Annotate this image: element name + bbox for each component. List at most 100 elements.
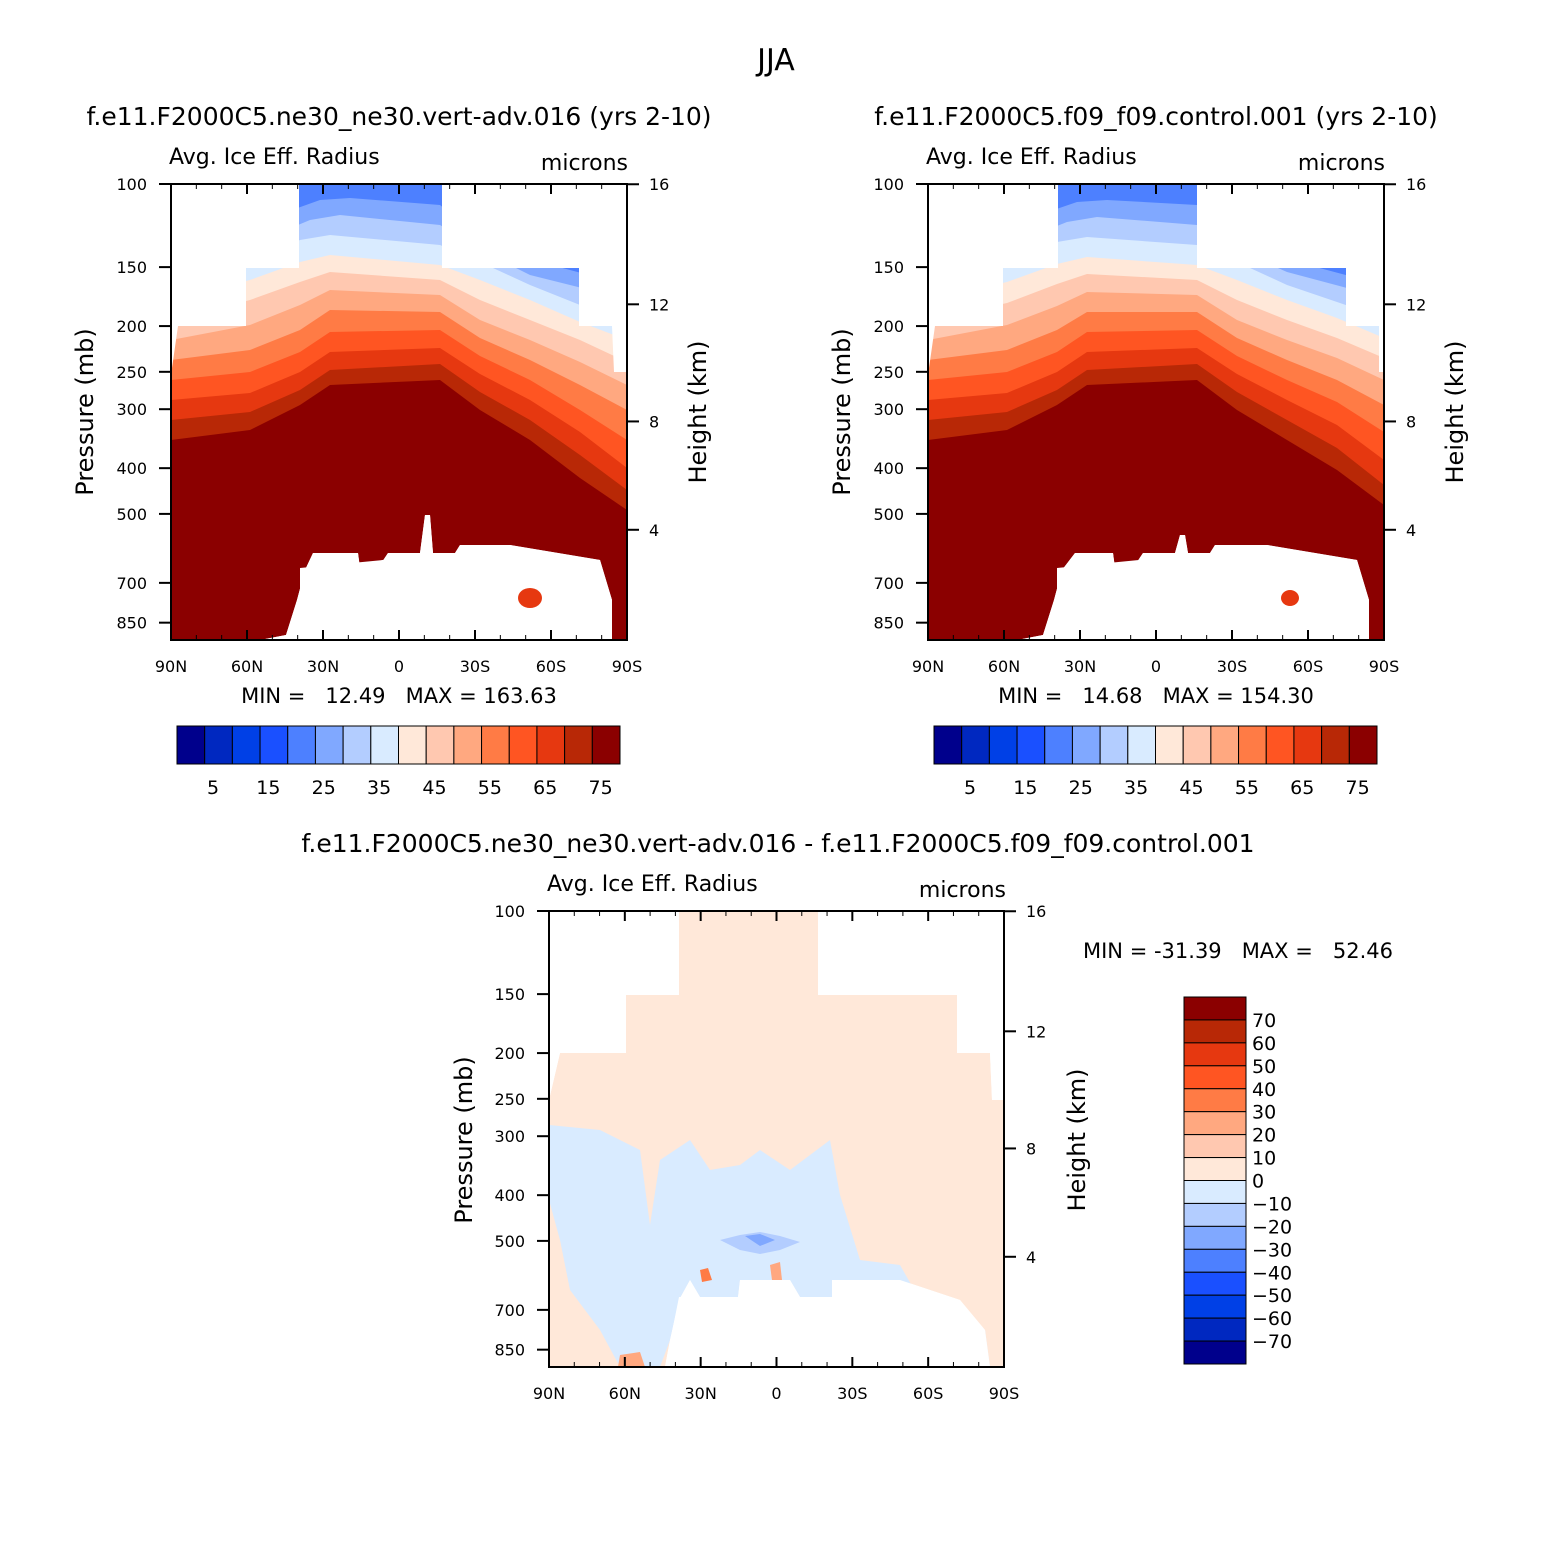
colorbar-c-label: −50 [1252,1285,1292,1307]
panel-c-xtick-label: 60N [609,1384,641,1403]
panel-c-xtick-label: 30N [685,1384,717,1403]
colorbar-a-swatch [591,725,621,765]
colorbar-c-label: −20 [1252,1216,1292,1238]
panel-b-ytick-label: 300 [873,400,904,419]
colorbar-b-label: 5 [964,777,976,799]
panel-b-ytick-label: 500 [873,505,904,524]
panel-a-y2tick-label: 8 [649,412,659,431]
colorbar-a-swatch [176,725,206,765]
panel-c-neg-blob [745,1234,775,1246]
panel-c-pos-spot-1 [700,1268,712,1282]
panel-b-y2tick-label: 12 [1406,295,1426,314]
panel-a-xtick-label: 30S [460,657,491,676]
panel-a-title: f.e11.F2000C5.ne30_ne30.vert-adv.016 (yr… [86,102,711,131]
panel-a-xtick-label: 90S [612,657,643,676]
colorbar-a-swatch [287,725,316,765]
panel-a-ground-right [300,553,490,640]
panel-b-xtick-label: 30N [1064,657,1096,676]
colorbar-c-swatch [1183,1065,1247,1090]
colorbar-c-label: 60 [1252,1033,1276,1055]
panel-a-ytick-label: 300 [116,400,147,419]
colorbar-c-swatch [1183,1202,1247,1227]
colorbar-a-swatch [314,725,344,765]
panel-b-units: microns [1298,151,1385,176]
colorbar-b-swatch [1265,725,1295,765]
panel-a-xtick-label: 60N [231,657,263,676]
panel-c-title: f.e11.F2000C5.ne30_ne30.vert-adv.016 - f… [301,829,1254,858]
panel-a-plot [171,184,627,640]
panel-b-xtick-label: 30S [1217,657,1248,676]
panel-c-ytick-label: 250 [494,1090,525,1109]
panel-c-xtick-label: 60S [913,1384,944,1403]
colorbar-c-swatch [1183,1225,1247,1250]
panel-c-y2tick-label: 4 [1026,1248,1036,1267]
colorbar-b-swatch [1238,725,1267,765]
colorbar-a-swatch [342,725,372,765]
colorbar-b-swatch [1321,725,1350,765]
panel-c-xtick-label: 30S [837,1384,868,1403]
colorbar-c-label: −30 [1252,1239,1292,1261]
colorbar-a-swatch [508,725,538,765]
panel-a-ytick-label: 500 [116,505,147,524]
colorbar-a-swatch [231,725,261,765]
panel-c-mask [549,911,1004,1367]
colorbar-b-swatch [1348,725,1378,765]
colorbar-c-label: 50 [1252,1056,1276,1078]
colorbar-a-swatch [536,725,566,765]
panel-b-ytick-label: 400 [873,459,904,478]
colorbar-b-swatch [933,725,963,765]
panel-c-units: microns [919,878,1006,903]
colorbar-b-swatch [1182,725,1212,765]
panel-a-y2tick-label: 16 [649,175,669,194]
panel-b-local-max [1281,590,1299,606]
panel-c-ylabel: Pressure (mb) [450,1056,478,1223]
colorbar-b-label: 65 [1290,777,1314,799]
colorbar-b-swatch [1210,725,1240,765]
panel-b-variable: Avg. Ice Eff. Radius [926,145,1137,170]
colorbars-layer: 5 15 25 35 45 55 65 75 5 15 25 35 45 55 65 757060504030… [176,725,1378,1365]
panel-a-local-max [518,588,542,608]
colorbar-c-label: 30 [1252,1102,1276,1124]
panel-a-y2tick-label: 12 [649,295,669,314]
colorbar-c-swatch [1183,1111,1247,1136]
panel-b-title: f.e11.F2000C5.f09_f09.control.001 (yrs 2… [874,102,1438,131]
colorbar-b-swatch [1155,725,1184,765]
panel-c-ytick-label: 200 [494,1044,525,1063]
colorbar-a-swatch [481,725,510,765]
colorbar-c-swatch [1183,1019,1247,1044]
panel-c-ytick-label: 700 [494,1301,525,1320]
panel-a-ytick-label: 850 [116,614,147,633]
panel-a-variable: Avg. Ice Eff. Radius [169,145,380,170]
axes-layer: 90N 60N 30N 0 30S 60S 90S 100 150 200 250 300 400 500… [116,175,1426,1403]
main-title: JJA [755,43,795,78]
colorbar-a-swatch [398,725,427,765]
panel-c-ytick-label: 300 [494,1127,525,1146]
panel-b-xtick-label: 60N [988,657,1020,676]
colorbar-c-swatch [1183,1294,1247,1319]
colorbar-b-label: 75 [1346,777,1370,799]
panel-a-ytick-label: 200 [116,317,147,336]
panel-b-ytick-label: 150 [873,258,904,277]
colorbar-a-label: 75 [589,777,613,799]
panel-c-plot [549,911,1004,1367]
panel-a-xtick-label: 30N [307,657,339,676]
panel-b-mask [928,184,1384,640]
panel-b-xtick-label: 90N [912,657,944,676]
colorbar-a-swatch [204,725,233,765]
panel-b-y2label: Height (km) [1441,341,1469,484]
colorbar-a-label: 65 [533,777,557,799]
panel-c-ytick-label: 100 [494,902,525,921]
panel-c-ytick-label: 500 [494,1232,525,1251]
panel-c-ytick-label: 400 [494,1186,525,1205]
colorbar-b-label: 15 [1013,777,1037,799]
colorbar-a-label: 25 [312,777,336,799]
panel-a-xtick-label: 0 [394,657,404,676]
colorbar-c-label: 70 [1252,1010,1276,1032]
panel-a-stats: MIN = 12.49 MAX = 163.63 [241,684,557,708]
colorbar-a-label: 35 [367,777,391,799]
panel-a-ytick-label: 700 [116,574,147,593]
panel-b-y2tick-label: 16 [1406,175,1426,194]
colorbar-c-label: −70 [1252,1331,1292,1353]
colorbar-c-swatch [1183,1088,1247,1113]
